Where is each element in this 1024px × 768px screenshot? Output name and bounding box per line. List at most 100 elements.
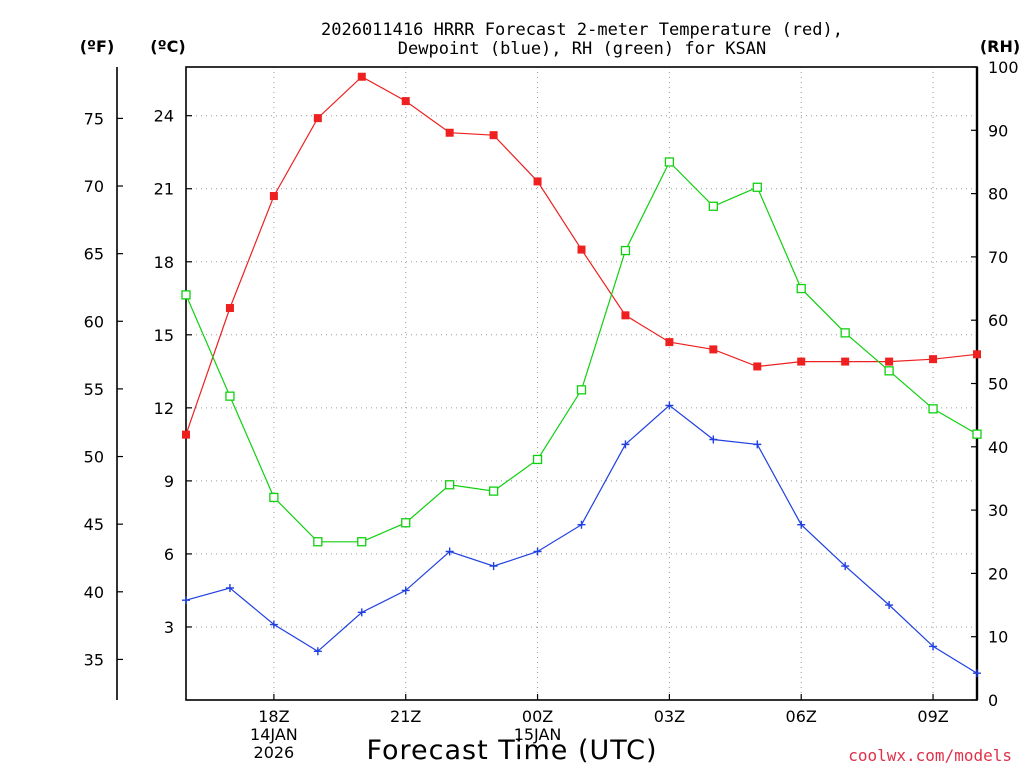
rh-point: [532, 454, 543, 465]
dewpoint-line: [185, 404, 978, 674]
rh-point: [664, 157, 675, 167]
rh-point: [357, 537, 367, 547]
dewpoint-point: [313, 647, 322, 656]
data-series: [181, 72, 982, 678]
rh-point: [225, 391, 235, 401]
temperature-point: [973, 350, 981, 359]
rh-point: [313, 537, 323, 547]
rh-point: [928, 404, 938, 414]
temperature-line: [185, 75, 978, 435]
fahrenheit-tick-label: 50: [84, 448, 104, 467]
fahrenheit-tick-label: 70: [84, 177, 104, 196]
celsius-tick-label: 12: [154, 399, 174, 418]
temperature-point: [489, 131, 498, 140]
fahrenheit-tick-label: 60: [84, 312, 104, 331]
dewpoint-point: [445, 547, 454, 556]
celsius-tick-label: 18: [154, 253, 174, 272]
fahrenheit-tick-label: 35: [84, 650, 104, 669]
chart-title-line-2: Dewpoint (blue), RH (green) for KSAN: [398, 39, 766, 59]
rh-point: [620, 245, 631, 256]
dewpoint-point: [269, 620, 278, 629]
rh-point: [708, 201, 718, 211]
x-tick-label: 18Z: [258, 707, 289, 726]
temperature-point: [401, 97, 410, 106]
rh-point: [972, 429, 982, 439]
rh-tick-label: 10: [988, 628, 1008, 647]
temperature-point: [445, 128, 454, 137]
rh-tick-label: 90: [988, 121, 1008, 140]
rh-tick-label: 40: [988, 438, 1008, 457]
x-tick-label: 09Z: [917, 707, 948, 726]
x-tick-label: 00Z: [522, 707, 553, 726]
rh-tick-label: 50: [988, 375, 1008, 394]
dewpoint-point: [797, 520, 806, 529]
rh-tick-label: 20: [988, 564, 1008, 583]
celsius-tick-label: 24: [154, 107, 174, 126]
temperature-point: [225, 304, 234, 313]
celsius-tick-label: 6: [164, 545, 174, 564]
celsius-tick-label: 3: [164, 618, 174, 637]
dewpoint-point: [665, 401, 674, 410]
rh-point: [181, 290, 191, 300]
fahrenheit-tick-label: 45: [84, 515, 104, 534]
temperature-point: [885, 357, 894, 366]
temperature-point: [753, 362, 762, 371]
gridlines: [186, 67, 977, 700]
celsius-tick-label: 9: [164, 472, 174, 491]
dewpoint-point: [225, 584, 234, 593]
rh-line: [185, 160, 978, 543]
temperature-point: [313, 114, 322, 123]
chart-title-line-1: 2026011416 HRRR Forecast 2-meter Tempera…: [321, 20, 843, 40]
temperature-point: [665, 338, 674, 347]
dewpoint-point: [489, 562, 498, 571]
axes: 3 6 9 12 15 18 21 24 35 40 45 50 55 60 65 70 75 0 10 20 30 40…: [84, 58, 1019, 762]
temperature-point: [797, 357, 806, 366]
rh-point: [884, 366, 894, 376]
temperature-point: [269, 192, 278, 201]
plot-frame: [185, 66, 978, 701]
dewpoint-point: [753, 440, 762, 449]
fahrenheit-tick-label: 55: [84, 380, 104, 399]
rh-point: [445, 480, 455, 490]
dewpoint-point: [929, 642, 938, 651]
rh-point: [401, 518, 411, 528]
x-tick-label: 21Z: [390, 707, 421, 726]
x-axis-title: Forecast Time (UTC): [366, 735, 657, 766]
dewpoint-point: [885, 601, 894, 610]
rh-point: [576, 385, 587, 395]
rh-tick-label: 100: [988, 58, 1019, 77]
dewpoint-point: [841, 562, 850, 571]
celsius-unit-label: (ºC): [150, 37, 185, 56]
dewpoint-point: [357, 608, 366, 617]
dewpoint-point: [577, 520, 586, 529]
rh-tick-label: 60: [988, 311, 1008, 330]
rh-tick-label: 80: [988, 185, 1008, 204]
fahrenheit-tick-label: 65: [84, 245, 104, 264]
dewpoint-point: [401, 586, 410, 595]
dewpoint-point: [709, 435, 718, 444]
x-tick-label: 06Z: [786, 707, 817, 726]
x-tick-label: 2026: [254, 743, 295, 762]
rh-point: [796, 283, 806, 294]
x-tick-label: 03Z: [654, 707, 685, 726]
temperature-point: [577, 245, 586, 254]
celsius-tick-label: 21: [154, 180, 174, 199]
temperature-point: [709, 345, 718, 354]
x-tick-label: 14JAN: [250, 725, 298, 744]
dewpoint-point: [621, 440, 630, 449]
temperature-point: [182, 430, 190, 439]
rh-tick-label: 70: [988, 248, 1008, 267]
rh-unit-label: (RH): [980, 37, 1020, 56]
fahrenheit-tick-label: 75: [84, 109, 104, 128]
rh-tick-label: 30: [988, 501, 1008, 520]
dewpoint-point: [182, 596, 190, 605]
temperature-point: [357, 72, 366, 81]
rh-point: [488, 486, 499, 496]
x-tick-label: 15JAN: [514, 725, 562, 744]
rh-point: [752, 182, 762, 192]
rh-tick-label: 0: [988, 691, 998, 710]
fahrenheit-tick-label: 40: [84, 583, 104, 602]
rh-point: [269, 492, 279, 503]
rh-point: [840, 328, 850, 338]
